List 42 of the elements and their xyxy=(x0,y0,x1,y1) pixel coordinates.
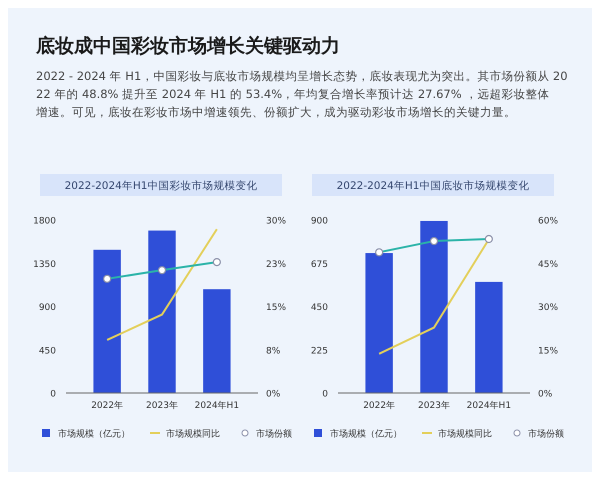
chart-title: 2022-2024年H1中国底妆市场规模变化 xyxy=(336,179,530,192)
legend-label: 市场份额 xyxy=(256,428,292,440)
y2-tick-label: 15% xyxy=(266,303,286,313)
y2-tick-label: 60% xyxy=(538,216,558,226)
legend-label: 市场规模（亿元） xyxy=(330,428,402,440)
x-tick-label: 2023年 xyxy=(418,400,450,411)
legend-label: 市场规模同比 xyxy=(438,428,492,440)
y-tick-label: 450 xyxy=(38,346,56,356)
bar xyxy=(93,250,121,393)
y-tick-label: 675 xyxy=(310,260,328,270)
bar xyxy=(420,220,448,393)
y-tick-label: 225 xyxy=(310,346,328,356)
x-tick-label: 2024年H1 xyxy=(466,400,512,411)
y2-tick-label: 0% xyxy=(538,390,553,400)
bar xyxy=(475,282,503,393)
y-tick-label: 900 xyxy=(38,303,56,313)
y2-tick-label: 15% xyxy=(538,346,558,356)
bar xyxy=(203,289,231,393)
y-tick-label: 0 xyxy=(322,390,328,400)
y2-tick-label: 45% xyxy=(538,260,558,270)
y2-tick-label: 0% xyxy=(266,390,281,400)
y-tick-label: 0 xyxy=(50,390,56,400)
x-tick-label: 2022年 xyxy=(363,400,396,411)
text: 2022 - 2024 年 H1，中国彩妆与底妆市场规模均呈增长态势，底妆表现尤为突出。其市场份额从 2022 年的 48.8% 提升至 2024 年 H1 的 53.4%，年均复合增长率预计达 27.67% ，远超彩妆整体增速。可见，底妆在彩妆市场中增速领先、份额扩大，成为驱动彩妆市场增长的关键力量。 xyxy=(35,69,568,119)
legend-label: 市场规模（亿元） xyxy=(58,428,130,440)
y-tick-label: 1350 xyxy=(33,260,56,270)
y-tick-label: 450 xyxy=(310,303,328,313)
y2-tick-label: 30% xyxy=(266,216,286,226)
text: 底妆成中国彩妆市场增长关键驱动力 xyxy=(35,35,340,57)
legend-label: 市场份额 xyxy=(528,428,564,440)
x-tick-label: 2024年H1 xyxy=(194,400,240,411)
y2-tick-label: 8% xyxy=(266,346,281,356)
x-tick-label: 2023年 xyxy=(146,400,178,411)
y2-tick-label: 23% xyxy=(266,260,286,270)
y-tick-label: 900 xyxy=(310,216,328,226)
y2-tick-label: 30% xyxy=(538,303,558,313)
chart-title: 2022-2024年H1中国彩妆市场规模变化 xyxy=(64,179,258,192)
bar xyxy=(365,253,393,393)
x-tick-label: 2022年 xyxy=(91,400,124,411)
y-tick-label: 1800 xyxy=(33,216,56,226)
legend-label: 市场规模同比 xyxy=(166,428,220,440)
bar xyxy=(148,230,176,393)
